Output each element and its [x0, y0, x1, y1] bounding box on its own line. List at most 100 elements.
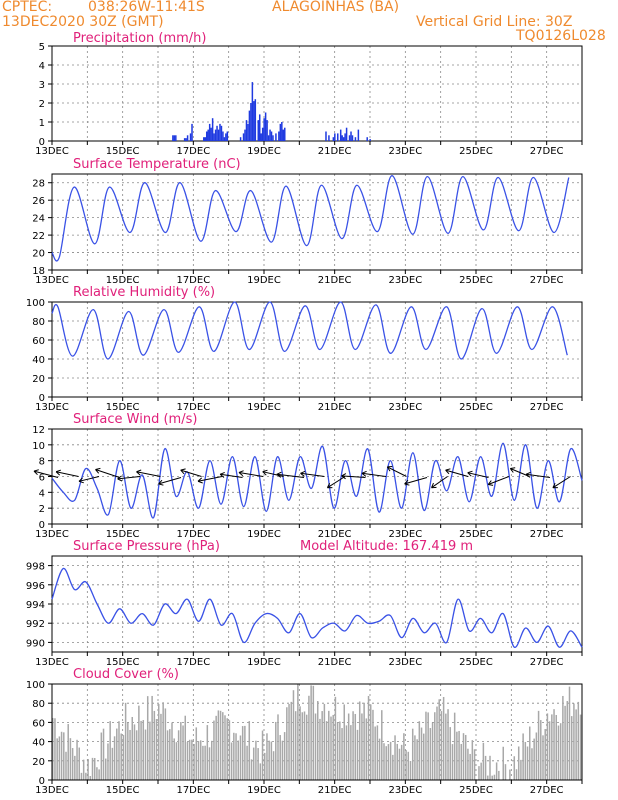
- precip-bar: [281, 122, 283, 141]
- y-tick-label: 80: [32, 699, 45, 710]
- precip-bar: [261, 127, 264, 141]
- cloud-bar: [160, 713, 162, 780]
- cloud-bar: [491, 775, 493, 780]
- cloud-bar: [387, 744, 390, 780]
- precip-bar: [282, 129, 285, 141]
- cloud-bar: [275, 721, 277, 780]
- cloud-bar: [294, 711, 297, 780]
- cloud-bar: [301, 712, 304, 780]
- cloud-bar: [124, 702, 127, 780]
- y-tick-label: 990: [26, 638, 45, 649]
- cloud-bar: [451, 744, 454, 780]
- cloud-bar: [146, 696, 149, 780]
- wind-line: [51, 442, 583, 519]
- x-tick-label: 21DEC: [318, 275, 352, 286]
- precip-bar: [226, 131, 229, 141]
- precip-bar: [351, 135, 354, 141]
- cloud-bar: [445, 713, 447, 780]
- precip-bar: [332, 137, 335, 141]
- cloud-bar: [182, 725, 184, 780]
- cloud-bar: [471, 740, 474, 780]
- y-tick-label: 20: [32, 757, 45, 768]
- cloud-bar: [425, 711, 427, 780]
- cloud-bar: [447, 709, 449, 780]
- precip-bar: [223, 137, 226, 141]
- x-tick-label: 17DEC: [176, 146, 210, 157]
- cloud-bar: [321, 711, 323, 780]
- precip-bar: [183, 138, 186, 141]
- cloud-bar: [482, 742, 485, 780]
- cloud-bar: [127, 722, 129, 780]
- cloud-bar: [162, 702, 164, 780]
- cloud-bar: [553, 709, 555, 780]
- cloud-bar: [411, 728, 414, 780]
- cloud-bar: [54, 718, 56, 780]
- cloud-bar: [52, 717, 54, 780]
- x-tick-label: 27DEC: [530, 402, 564, 413]
- y-tick-label: 994: [26, 600, 45, 611]
- x-tick-label: 27DEC: [530, 785, 564, 796]
- x-tick-label: 17DEC: [176, 529, 210, 540]
- cloud-bar: [562, 695, 564, 780]
- y-tick-label: 60: [32, 336, 45, 347]
- precip-bar: [250, 103, 252, 141]
- cloud-bar: [376, 725, 379, 780]
- x-tick-label: 23DEC: [388, 275, 422, 286]
- cloud-bar: [400, 744, 403, 780]
- cloud-bar: [180, 722, 182, 780]
- y-tick-label: 6: [39, 473, 45, 484]
- cloud-bar: [396, 743, 398, 780]
- cloud-bar: [573, 703, 575, 780]
- cloud-bar: [418, 721, 421, 780]
- y-tick-label: 0: [39, 137, 45, 148]
- cloud-bar: [303, 711, 306, 780]
- y-tick-label: 4: [39, 488, 45, 499]
- cloud-bar: [149, 721, 151, 780]
- precip-bar: [339, 129, 342, 141]
- precip-bar: [348, 135, 351, 141]
- cloud-bar: [297, 684, 299, 780]
- cloud-bar: [458, 730, 460, 780]
- cloud-bar: [113, 736, 116, 780]
- cloud-bar: [544, 729, 546, 780]
- cloud-bar: [305, 714, 308, 780]
- wind-arrowhead: [238, 470, 244, 477]
- cloud-bar: [520, 759, 522, 780]
- pressure-line: [51, 567, 583, 648]
- cloud-bar: [414, 735, 416, 780]
- cloud-bar: [312, 685, 315, 780]
- y-tick-label: 40: [32, 355, 45, 366]
- header-run: 13DEC2020 30Z (GMT): [2, 14, 164, 30]
- cloud-bar: [186, 742, 189, 780]
- cloud-bar: [82, 759, 85, 780]
- cloud-bar: [546, 713, 549, 780]
- cloud-bar: [107, 743, 109, 780]
- cloud-bar: [381, 710, 383, 780]
- x-tick-label: 13DEC: [35, 657, 69, 668]
- cloud-bar: [224, 715, 226, 780]
- cloud-bar: [436, 706, 438, 780]
- cloud-bar: [87, 758, 89, 780]
- precip-bar: [186, 135, 189, 141]
- cloud-bar: [246, 745, 248, 780]
- wind-vector: [431, 476, 448, 489]
- cloud-bar: [60, 731, 63, 780]
- cloud-bar: [328, 710, 330, 780]
- cloud-bar: [434, 712, 436, 780]
- wind-vector: [387, 466, 407, 477]
- cloud-bar: [489, 755, 491, 780]
- cloud-bar: [495, 762, 498, 780]
- wind-vector: [197, 476, 223, 482]
- panel-title: Surface Temperature (nC): [73, 157, 241, 172]
- cloud-bar: [515, 769, 518, 780]
- cloud-bar: [151, 695, 153, 780]
- precip-bar: [357, 129, 360, 141]
- precip-bar: [225, 133, 227, 141]
- cloud-bar: [111, 747, 114, 780]
- y-tick-label: 40: [32, 738, 45, 749]
- cloud-bar: [389, 741, 392, 780]
- cloud-bar: [142, 720, 145, 780]
- precip-bar: [342, 137, 345, 141]
- y-tick-label: 20: [32, 374, 45, 385]
